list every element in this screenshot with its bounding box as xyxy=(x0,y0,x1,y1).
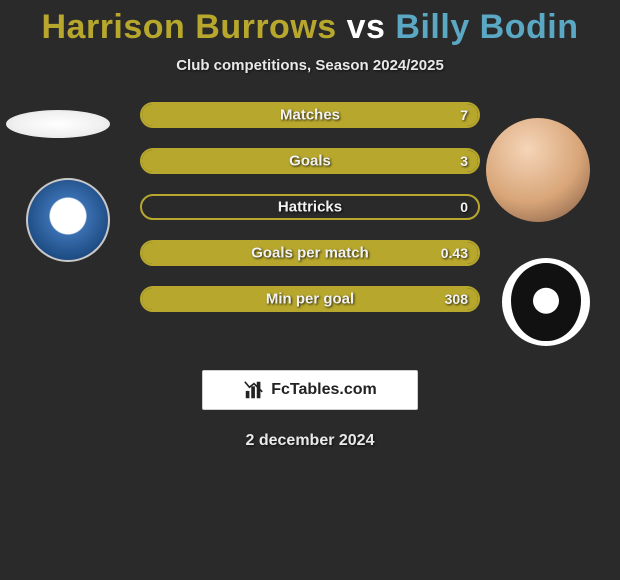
stat-bar: Hattricks 0 xyxy=(140,194,480,220)
stat-bar: Goals 3 xyxy=(140,148,480,174)
bar-chart-icon xyxy=(243,379,265,401)
stat-label: Min per goal xyxy=(266,291,354,308)
stat-label: Hattricks xyxy=(278,199,342,216)
stat-label: Goals per match xyxy=(251,245,369,262)
stat-value-right: 0 xyxy=(460,199,468,215)
date: 2 december 2024 xyxy=(0,432,620,450)
stat-value-right: 0.43 xyxy=(441,245,468,261)
comparison-title: Harrison Burrows vs Billy Bodin xyxy=(0,0,620,47)
stat-value-right: 7 xyxy=(460,107,468,123)
watermark: FcTables.com xyxy=(202,370,418,410)
stat-bar: Min per goal 308 xyxy=(140,286,480,312)
stat-value-right: 3 xyxy=(460,153,468,169)
stat-bar: Matches 7 xyxy=(140,102,480,128)
stats-area: Matches 7 Goals 3 Hattricks 0 Goals per match 0… xyxy=(0,102,620,352)
stat-label: Matches xyxy=(280,107,340,124)
stat-value-right: 308 xyxy=(445,291,468,307)
player2-name: Billy Bodin xyxy=(395,8,578,46)
subtitle: Club competitions, Season 2024/2025 xyxy=(0,57,620,74)
stat-bars: Matches 7 Goals 3 Hattricks 0 Goals per match 0… xyxy=(140,102,480,332)
watermark-text: FcTables.com xyxy=(271,381,377,399)
player1-name: Harrison Burrows xyxy=(42,8,337,46)
stat-label: Goals xyxy=(289,153,331,170)
stat-bar: Goals per match 0.43 xyxy=(140,240,480,266)
vs-text: vs xyxy=(347,8,386,46)
